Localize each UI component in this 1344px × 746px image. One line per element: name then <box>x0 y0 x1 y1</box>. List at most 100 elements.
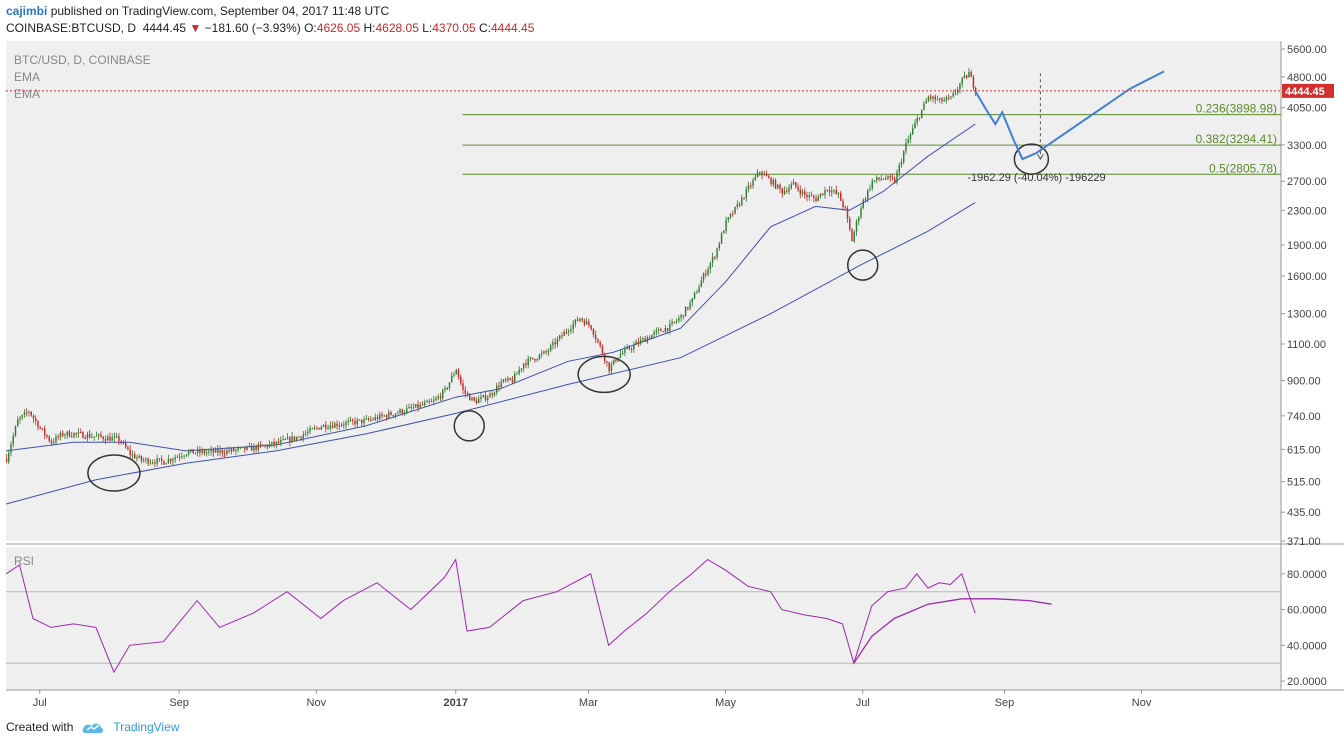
candle-body <box>293 436 296 440</box>
candle-body <box>911 128 914 135</box>
candle-body <box>46 434 48 437</box>
candle-body <box>642 338 644 340</box>
candle-body <box>118 436 120 441</box>
price-tick-label: 2700.00 <box>1287 176 1327 188</box>
candle-body <box>673 321 676 323</box>
candle-body <box>846 208 849 219</box>
candle-body <box>741 197 743 206</box>
candle-body <box>844 206 846 209</box>
candle-body <box>934 96 936 100</box>
legend-rsi[interactable]: RSI <box>14 554 34 568</box>
measure-label: -1962.29 (-40.04%) -196229 <box>967 172 1105 184</box>
candle-body <box>327 428 329 430</box>
candle-body <box>73 433 75 437</box>
candle-body <box>509 378 511 380</box>
time-tick-label: Sep <box>169 697 189 709</box>
candle-body <box>291 436 293 443</box>
candle-body <box>444 387 446 390</box>
annotation-circle[interactable] <box>87 454 141 492</box>
annotation-circle[interactable] <box>846 249 879 281</box>
candle-body <box>289 437 291 443</box>
chart-svg[interactable]: 371.00 435.00 515.00 615.00 740.00 900.00 1100… <box>6 41 1344 718</box>
candle-body <box>37 421 39 428</box>
candle-body <box>626 347 628 349</box>
candle-body <box>633 344 635 350</box>
candle-body <box>388 412 390 418</box>
legend-ema-1[interactable]: EMA <box>14 70 40 84</box>
annotation-circle[interactable] <box>1013 143 1050 175</box>
legend-ema-2[interactable]: EMA <box>14 87 40 101</box>
rsi-axis[interactable]: 20.0000 40.0000 60.0000 80.0000 <box>6 569 1327 688</box>
annotation-circle[interactable] <box>577 355 631 394</box>
annotation-circles[interactable] <box>87 143 1050 492</box>
price-tick-label: 4050.00 <box>1287 103 1327 115</box>
candle-body <box>916 118 918 123</box>
time-tick-label: May <box>715 697 736 709</box>
fib-retracement[interactable]: 0.236(3898.98) 0.382(3294.41) 0.5(2805.78) <box>462 102 1281 176</box>
candle-body <box>104 439 107 441</box>
candle-body <box>477 399 480 404</box>
candle-body <box>801 191 804 195</box>
candle-body <box>621 352 624 355</box>
candle-body <box>257 444 260 450</box>
candle-body <box>367 418 370 420</box>
projection-line[interactable] <box>974 70 1165 161</box>
candle-body <box>66 431 68 435</box>
candle-body <box>696 292 698 294</box>
candle-body <box>365 418 368 420</box>
tradingview-logo-icon[interactable] <box>81 720 105 734</box>
candle-body <box>723 231 725 234</box>
candle-body <box>129 449 131 456</box>
candle-body <box>896 172 898 183</box>
candle-body <box>464 389 466 394</box>
candle-body <box>880 178 882 180</box>
price-axis[interactable]: 371.00 435.00 515.00 615.00 740.00 900.00 1100… <box>1281 44 1327 548</box>
tradingview-brand[interactable]: TradingView <box>113 720 180 734</box>
candle-body <box>97 434 100 436</box>
price-tick-label: 1900.00 <box>1287 240 1327 252</box>
author-name[interactable]: cajimbi <box>6 4 48 18</box>
candle-body <box>91 436 93 438</box>
candle-body <box>208 451 210 453</box>
candle-body <box>390 412 392 416</box>
candle-body <box>702 273 705 281</box>
candle-body <box>864 198 867 201</box>
candle-body <box>907 139 909 143</box>
chart-area[interactable]: 371.00 435.00 515.00 615.00 740.00 900.00 1100… <box>6 41 1344 718</box>
candle-body <box>122 442 125 444</box>
candle-body <box>707 269 709 275</box>
candle-body <box>415 404 417 408</box>
rsi-tick-label: 80.0000 <box>1287 569 1327 581</box>
candle-body <box>806 194 808 198</box>
candle-body <box>277 441 280 443</box>
candle-body <box>338 425 341 427</box>
candle-body <box>410 406 412 408</box>
candle-body <box>77 431 80 434</box>
time-axis[interactable]: Jul Sep Nov 2017 Mar May Jul Sep Nov <box>33 690 1152 709</box>
candle-body <box>57 436 59 438</box>
annotation-circle[interactable] <box>453 410 485 442</box>
candle-body <box>545 351 547 353</box>
candle-body <box>588 321 590 326</box>
candle-body <box>873 180 876 182</box>
candle-body <box>882 178 885 180</box>
candle-body <box>334 423 336 428</box>
candle-body <box>637 341 640 344</box>
candle-body <box>540 353 543 355</box>
time-tick-label: 2017 <box>443 697 467 709</box>
candle-body <box>777 184 779 189</box>
candle-body <box>120 440 122 443</box>
candle-body <box>491 393 493 395</box>
candle-body <box>127 447 129 450</box>
candle-body <box>527 358 529 366</box>
candle-body <box>95 435 98 437</box>
candle-body <box>214 448 217 453</box>
candle-body <box>246 446 248 450</box>
time-tick-label: Sep <box>995 697 1015 709</box>
projection-path[interactable] <box>974 70 1165 161</box>
down-arrow-icon: ▼ <box>189 21 202 35</box>
candle-body <box>878 177 880 180</box>
candle-body <box>543 351 545 354</box>
candle-body <box>678 317 680 321</box>
candle-body <box>639 339 642 344</box>
